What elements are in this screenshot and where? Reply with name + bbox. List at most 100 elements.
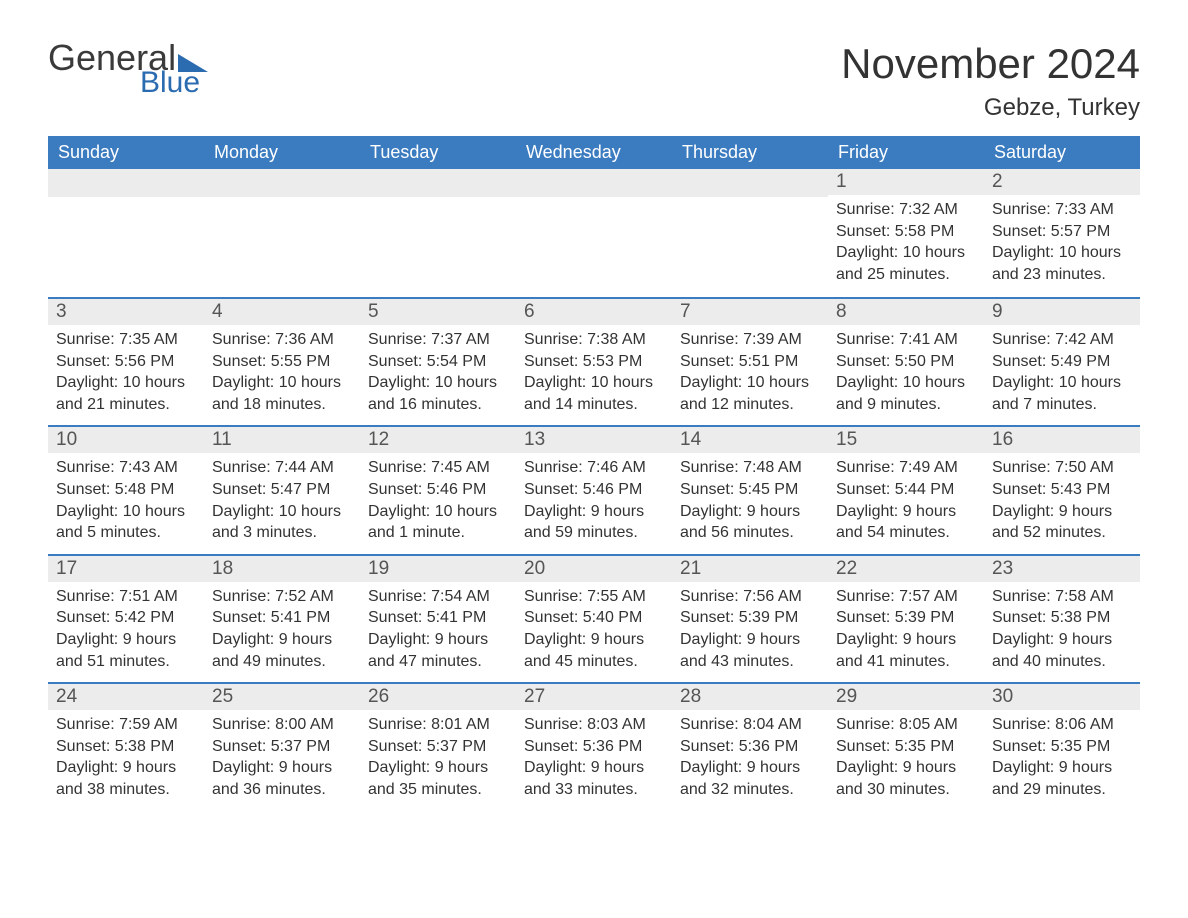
day-details: Sunrise: 8:06 AMSunset: 5:35 PMDaylight:… [984, 710, 1140, 810]
empty-day-bar [516, 169, 672, 197]
sunrise-text: Sunrise: 7:50 AM [992, 457, 1132, 479]
day-cell [360, 169, 516, 297]
sunset-text: Sunset: 5:53 PM [524, 351, 664, 373]
sunset-text: Sunset: 5:48 PM [56, 479, 196, 501]
sunset-text: Sunset: 5:57 PM [992, 221, 1132, 243]
day-details: Sunrise: 8:05 AMSunset: 5:35 PMDaylight:… [828, 710, 984, 810]
sunset-text: Sunset: 5:40 PM [524, 607, 664, 629]
day-number: 28 [672, 684, 828, 710]
sunset-text: Sunset: 5:45 PM [680, 479, 820, 501]
day-details: Sunrise: 7:36 AMSunset: 5:55 PMDaylight:… [204, 325, 360, 425]
day-cell: 16Sunrise: 7:50 AMSunset: 5:43 PMDayligh… [984, 427, 1140, 553]
week-row: 24Sunrise: 7:59 AMSunset: 5:38 PMDayligh… [48, 682, 1140, 810]
day-details: Sunrise: 7:55 AMSunset: 5:40 PMDaylight:… [516, 582, 672, 682]
day-number: 5 [360, 299, 516, 325]
daylight-text: Daylight: 10 hours and 7 minutes. [992, 372, 1132, 415]
daylight-text: Daylight: 10 hours and 9 minutes. [836, 372, 976, 415]
day-cell: 21Sunrise: 7:56 AMSunset: 5:39 PMDayligh… [672, 556, 828, 682]
sunrise-text: Sunrise: 8:03 AM [524, 714, 664, 736]
daylight-text: Daylight: 10 hours and 3 minutes. [212, 501, 352, 544]
day-cell [204, 169, 360, 297]
day-number: 9 [984, 299, 1140, 325]
sunset-text: Sunset: 5:41 PM [212, 607, 352, 629]
day-cell: 17Sunrise: 7:51 AMSunset: 5:42 PMDayligh… [48, 556, 204, 682]
day-cell: 4Sunrise: 7:36 AMSunset: 5:55 PMDaylight… [204, 299, 360, 425]
day-number: 10 [48, 427, 204, 453]
sunset-text: Sunset: 5:46 PM [524, 479, 664, 501]
daylight-text: Daylight: 9 hours and 29 minutes. [992, 757, 1132, 800]
sunset-text: Sunset: 5:51 PM [680, 351, 820, 373]
logo-word-blue: Blue [140, 68, 200, 98]
sunset-text: Sunset: 5:35 PM [836, 736, 976, 758]
calendar-body: 1Sunrise: 7:32 AMSunset: 5:58 PMDaylight… [48, 169, 1140, 811]
day-cell: 13Sunrise: 7:46 AMSunset: 5:46 PMDayligh… [516, 427, 672, 553]
sunset-text: Sunset: 5:39 PM [836, 607, 976, 629]
page-header: General Blue November 2024 Gebze, Turkey [48, 40, 1140, 122]
sunrise-text: Sunrise: 7:36 AM [212, 329, 352, 351]
week-row: 10Sunrise: 7:43 AMSunset: 5:48 PMDayligh… [48, 425, 1140, 553]
daylight-text: Daylight: 10 hours and 12 minutes. [680, 372, 820, 415]
daylight-text: Daylight: 9 hours and 30 minutes. [836, 757, 976, 800]
sunrise-text: Sunrise: 7:45 AM [368, 457, 508, 479]
sunrise-text: Sunrise: 7:32 AM [836, 199, 976, 221]
daylight-text: Daylight: 9 hours and 56 minutes. [680, 501, 820, 544]
day-number: 7 [672, 299, 828, 325]
sunset-text: Sunset: 5:43 PM [992, 479, 1132, 501]
weekday-header: Tuesday [360, 136, 516, 169]
week-row: 17Sunrise: 7:51 AMSunset: 5:42 PMDayligh… [48, 554, 1140, 682]
sunrise-text: Sunrise: 7:49 AM [836, 457, 976, 479]
sunset-text: Sunset: 5:50 PM [836, 351, 976, 373]
sunset-text: Sunset: 5:38 PM [56, 736, 196, 758]
day-cell: 22Sunrise: 7:57 AMSunset: 5:39 PMDayligh… [828, 556, 984, 682]
sunrise-text: Sunrise: 7:58 AM [992, 586, 1132, 608]
sunrise-text: Sunrise: 7:54 AM [368, 586, 508, 608]
sunrise-text: Sunrise: 8:05 AM [836, 714, 976, 736]
daylight-text: Daylight: 10 hours and 21 minutes. [56, 372, 196, 415]
empty-day-bar [360, 169, 516, 197]
daylight-text: Daylight: 10 hours and 25 minutes. [836, 242, 976, 285]
day-cell: 5Sunrise: 7:37 AMSunset: 5:54 PMDaylight… [360, 299, 516, 425]
sunrise-text: Sunrise: 7:41 AM [836, 329, 976, 351]
day-number: 24 [48, 684, 204, 710]
weekday-header-row: SundayMondayTuesdayWednesdayThursdayFrid… [48, 136, 1140, 169]
day-number: 15 [828, 427, 984, 453]
day-details: Sunrise: 7:45 AMSunset: 5:46 PMDaylight:… [360, 453, 516, 553]
day-number: 19 [360, 556, 516, 582]
day-details: Sunrise: 7:58 AMSunset: 5:38 PMDaylight:… [984, 582, 1140, 682]
day-number: 20 [516, 556, 672, 582]
day-number: 13 [516, 427, 672, 453]
day-details: Sunrise: 7:42 AMSunset: 5:49 PMDaylight:… [984, 325, 1140, 425]
sunrise-text: Sunrise: 8:04 AM [680, 714, 820, 736]
daylight-text: Daylight: 10 hours and 18 minutes. [212, 372, 352, 415]
day-details: Sunrise: 7:39 AMSunset: 5:51 PMDaylight:… [672, 325, 828, 425]
weekday-header: Thursday [672, 136, 828, 169]
day-details: Sunrise: 7:41 AMSunset: 5:50 PMDaylight:… [828, 325, 984, 425]
daylight-text: Daylight: 9 hours and 36 minutes. [212, 757, 352, 800]
daylight-text: Daylight: 10 hours and 1 minute. [368, 501, 508, 544]
day-cell: 9Sunrise: 7:42 AMSunset: 5:49 PMDaylight… [984, 299, 1140, 425]
daylight-text: Daylight: 9 hours and 47 minutes. [368, 629, 508, 672]
sunset-text: Sunset: 5:35 PM [992, 736, 1132, 758]
day-cell: 15Sunrise: 7:49 AMSunset: 5:44 PMDayligh… [828, 427, 984, 553]
day-cell: 25Sunrise: 8:00 AMSunset: 5:37 PMDayligh… [204, 684, 360, 810]
sunrise-text: Sunrise: 7:33 AM [992, 199, 1132, 221]
day-cell: 10Sunrise: 7:43 AMSunset: 5:48 PMDayligh… [48, 427, 204, 553]
week-row: 1Sunrise: 7:32 AMSunset: 5:58 PMDaylight… [48, 169, 1140, 297]
day-details: Sunrise: 7:44 AMSunset: 5:47 PMDaylight:… [204, 453, 360, 553]
day-cell: 26Sunrise: 8:01 AMSunset: 5:37 PMDayligh… [360, 684, 516, 810]
day-number: 25 [204, 684, 360, 710]
logo: General Blue [48, 40, 208, 98]
calendar: SundayMondayTuesdayWednesdayThursdayFrid… [48, 136, 1140, 811]
sunrise-text: Sunrise: 8:01 AM [368, 714, 508, 736]
day-details: Sunrise: 7:49 AMSunset: 5:44 PMDaylight:… [828, 453, 984, 553]
weekday-header: Saturday [984, 136, 1140, 169]
sunset-text: Sunset: 5:37 PM [368, 736, 508, 758]
sunrise-text: Sunrise: 7:44 AM [212, 457, 352, 479]
sunset-text: Sunset: 5:56 PM [56, 351, 196, 373]
day-cell: 3Sunrise: 7:35 AMSunset: 5:56 PMDaylight… [48, 299, 204, 425]
day-details: Sunrise: 7:56 AMSunset: 5:39 PMDaylight:… [672, 582, 828, 682]
weekday-header: Friday [828, 136, 984, 169]
title-block: November 2024 Gebze, Turkey [841, 40, 1140, 122]
sunrise-text: Sunrise: 7:57 AM [836, 586, 976, 608]
day-cell: 28Sunrise: 8:04 AMSunset: 5:36 PMDayligh… [672, 684, 828, 810]
